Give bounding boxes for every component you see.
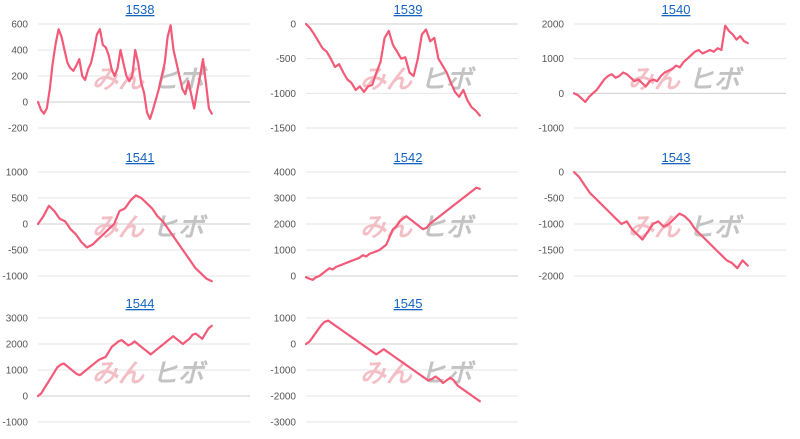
y-tick-label: -3000 [270,418,296,429]
chart-svg: 1542 4000 3000 2000 1000 0 みん ヒボ [274,150,518,283]
y-tick-label: 0 [22,98,28,109]
y-tick-label: 0 [22,220,28,231]
y-tick-label: -1000 [2,418,28,429]
y-tick-label: -500 [8,246,28,257]
y-tick-label: 0 [290,20,296,31]
y-tick-label: 1000 [6,366,29,377]
y-tick-label: -1000 [538,124,564,135]
chart-panel-1542: 1542 4000 3000 2000 1000 0 みん ヒボ [268,148,528,290]
chart-svg: 1539 0 -500 -1000 -1500 みん ヒボ [270,2,518,135]
y-tick-label: -1000 [2,272,28,283]
y-tick-label: -1000 [270,366,296,377]
watermark-text-b: ヒボ [688,65,744,95]
series-line [36,24,213,121]
y-tick-label: 0 [22,392,28,403]
y-tick-label: 600 [11,20,28,31]
chart-panel-1539: 1539 0 -500 -1000 -1500 みん ヒボ [268,0,528,142]
y-tick-label: 0 [558,168,564,179]
y-tick-label: -1000 [270,89,296,100]
chart-title-link[interactable]: 1541 [126,150,155,165]
chart-panel-1544: 1544 3000 2000 1000 0 -1000 みん ヒボ [0,294,260,436]
y-tick-label: 0 [558,89,564,100]
watermark-text-a: みん [628,213,681,243]
chart-title-link[interactable]: 1542 [394,150,423,165]
watermark-logo: みん ヒボ [92,213,208,243]
y-tick-label: -1000 [538,220,564,231]
chart-svg: 1544 3000 2000 1000 0 -1000 みん ヒボ [2,296,250,429]
y-tick-label: 1000 [274,246,297,257]
series-line [304,186,481,281]
chart-title-link[interactable]: 1545 [394,296,423,311]
y-tick-label: 1000 [274,314,297,325]
y-tick-label: 2000 [6,340,29,351]
y-tick-label: -2000 [538,272,564,283]
y-tick-label: 1000 [6,168,29,179]
chart-title-link[interactable]: 1544 [126,296,155,311]
watermark-text-b: ヒボ [420,359,476,389]
y-tick-label: 2000 [542,20,565,31]
chart-panel-1538: 1538 600 400 200 0 -200 みん ヒボ [0,0,260,142]
y-tick-label: -1500 [538,246,564,257]
chart-panel-1545: 1545 1000 0 -1000 -2000 -3000 みん ヒボ [268,294,528,436]
watermark-text-b: ヒボ [152,213,208,243]
watermark-text-b: ヒボ [688,213,744,243]
y-tick-label: -500 [276,54,296,65]
chart-panel-1541: 1541 1000 500 0 -500 -1000 みん ヒボ [0,148,260,290]
chart-svg: 1543 0 -500 -1000 -1500 -2000 みん ヒボ [538,150,786,283]
chart-title-link[interactable]: 1538 [126,2,155,17]
chart-panel-1543: 1543 0 -500 -1000 -1500 -2000 みん ヒボ [536,148,796,290]
watermark-logo: みん ヒボ [92,359,208,389]
series-line [572,170,749,270]
y-tick-label: 3000 [6,314,29,325]
chart-svg: 1541 1000 500 0 -500 -1000 みん ヒボ [2,150,250,283]
y-tick-label: 3000 [274,194,297,205]
watermark-logo: みん ヒボ [360,65,476,95]
chart-panel-1540: 1540 2000 1000 0 -1000 みん ヒボ [536,0,796,142]
y-tick-label: -2000 [270,392,296,403]
y-tick-label: 0 [290,272,296,283]
chart-svg: 1540 2000 1000 0 -1000 みん ヒボ [538,2,786,135]
y-tick-label: 4000 [274,168,297,179]
chart-title-link[interactable]: 1539 [394,2,423,17]
watermark-logo: みん ヒボ [360,213,476,243]
chart-title-link[interactable]: 1543 [662,150,691,165]
y-tick-label: 1000 [542,54,565,65]
series-line [36,324,213,398]
y-tick-label: -1500 [270,124,296,135]
y-tick-label: -500 [544,194,564,205]
series-line [304,319,481,403]
series-line [36,194,213,283]
y-tick-label: 0 [290,340,296,351]
watermark-text-a: みん [92,359,145,389]
watermark-text-a: みん [92,65,145,95]
y-tick-label: -200 [8,124,28,135]
series-line [304,22,481,117]
chart-title-link[interactable]: 1540 [662,2,691,17]
y-tick-label: 200 [11,72,28,83]
y-tick-label: 500 [11,194,28,205]
watermark-text-b: ヒボ [420,65,476,95]
watermark-text-a: みん [360,65,413,95]
watermark-text-b: ヒボ [152,359,208,389]
series-line [572,24,749,104]
watermark-logo: みん ヒボ [628,213,744,243]
y-tick-label: 2000 [274,220,297,231]
watermark-logo: みん ヒボ [628,65,744,95]
y-tick-label: 400 [11,46,28,57]
watermark-text-b: ヒボ [420,213,476,243]
